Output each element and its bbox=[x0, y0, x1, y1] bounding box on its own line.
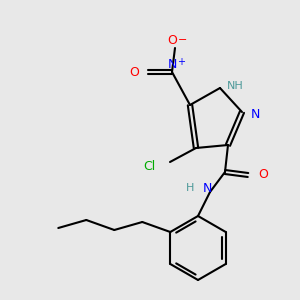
Text: O: O bbox=[167, 34, 177, 46]
Text: N: N bbox=[167, 58, 177, 70]
Text: O: O bbox=[258, 169, 268, 182]
Text: N: N bbox=[202, 182, 212, 194]
Text: −: − bbox=[178, 35, 188, 45]
Text: +: + bbox=[177, 57, 185, 67]
Text: NH: NH bbox=[227, 81, 244, 91]
Text: H: H bbox=[186, 183, 194, 193]
Text: O: O bbox=[129, 65, 139, 79]
Text: N: N bbox=[251, 107, 260, 121]
Text: Cl: Cl bbox=[144, 160, 156, 172]
